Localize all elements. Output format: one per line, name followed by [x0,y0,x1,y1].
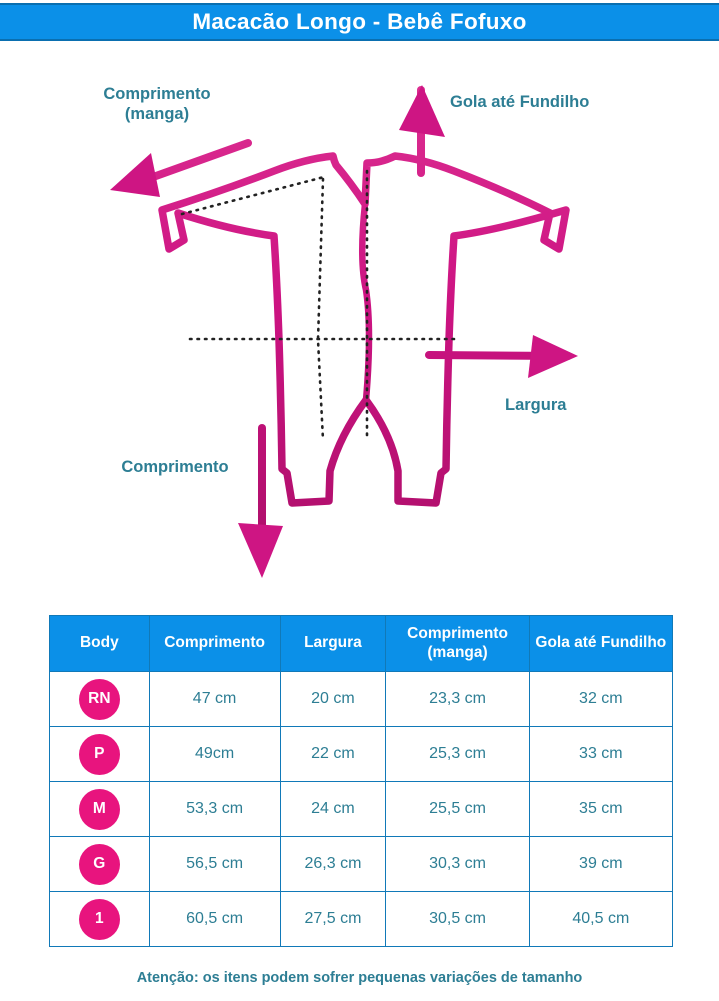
svg-text:Largura: Largura [505,396,567,414]
svg-text:Gola até Fundilho: Gola até Fundilho [450,93,589,111]
svg-text:(manga): (manga) [125,105,189,123]
svg-text:Comprimento: Comprimento [121,458,228,476]
svg-text:Comprimento: Comprimento [103,85,210,103]
